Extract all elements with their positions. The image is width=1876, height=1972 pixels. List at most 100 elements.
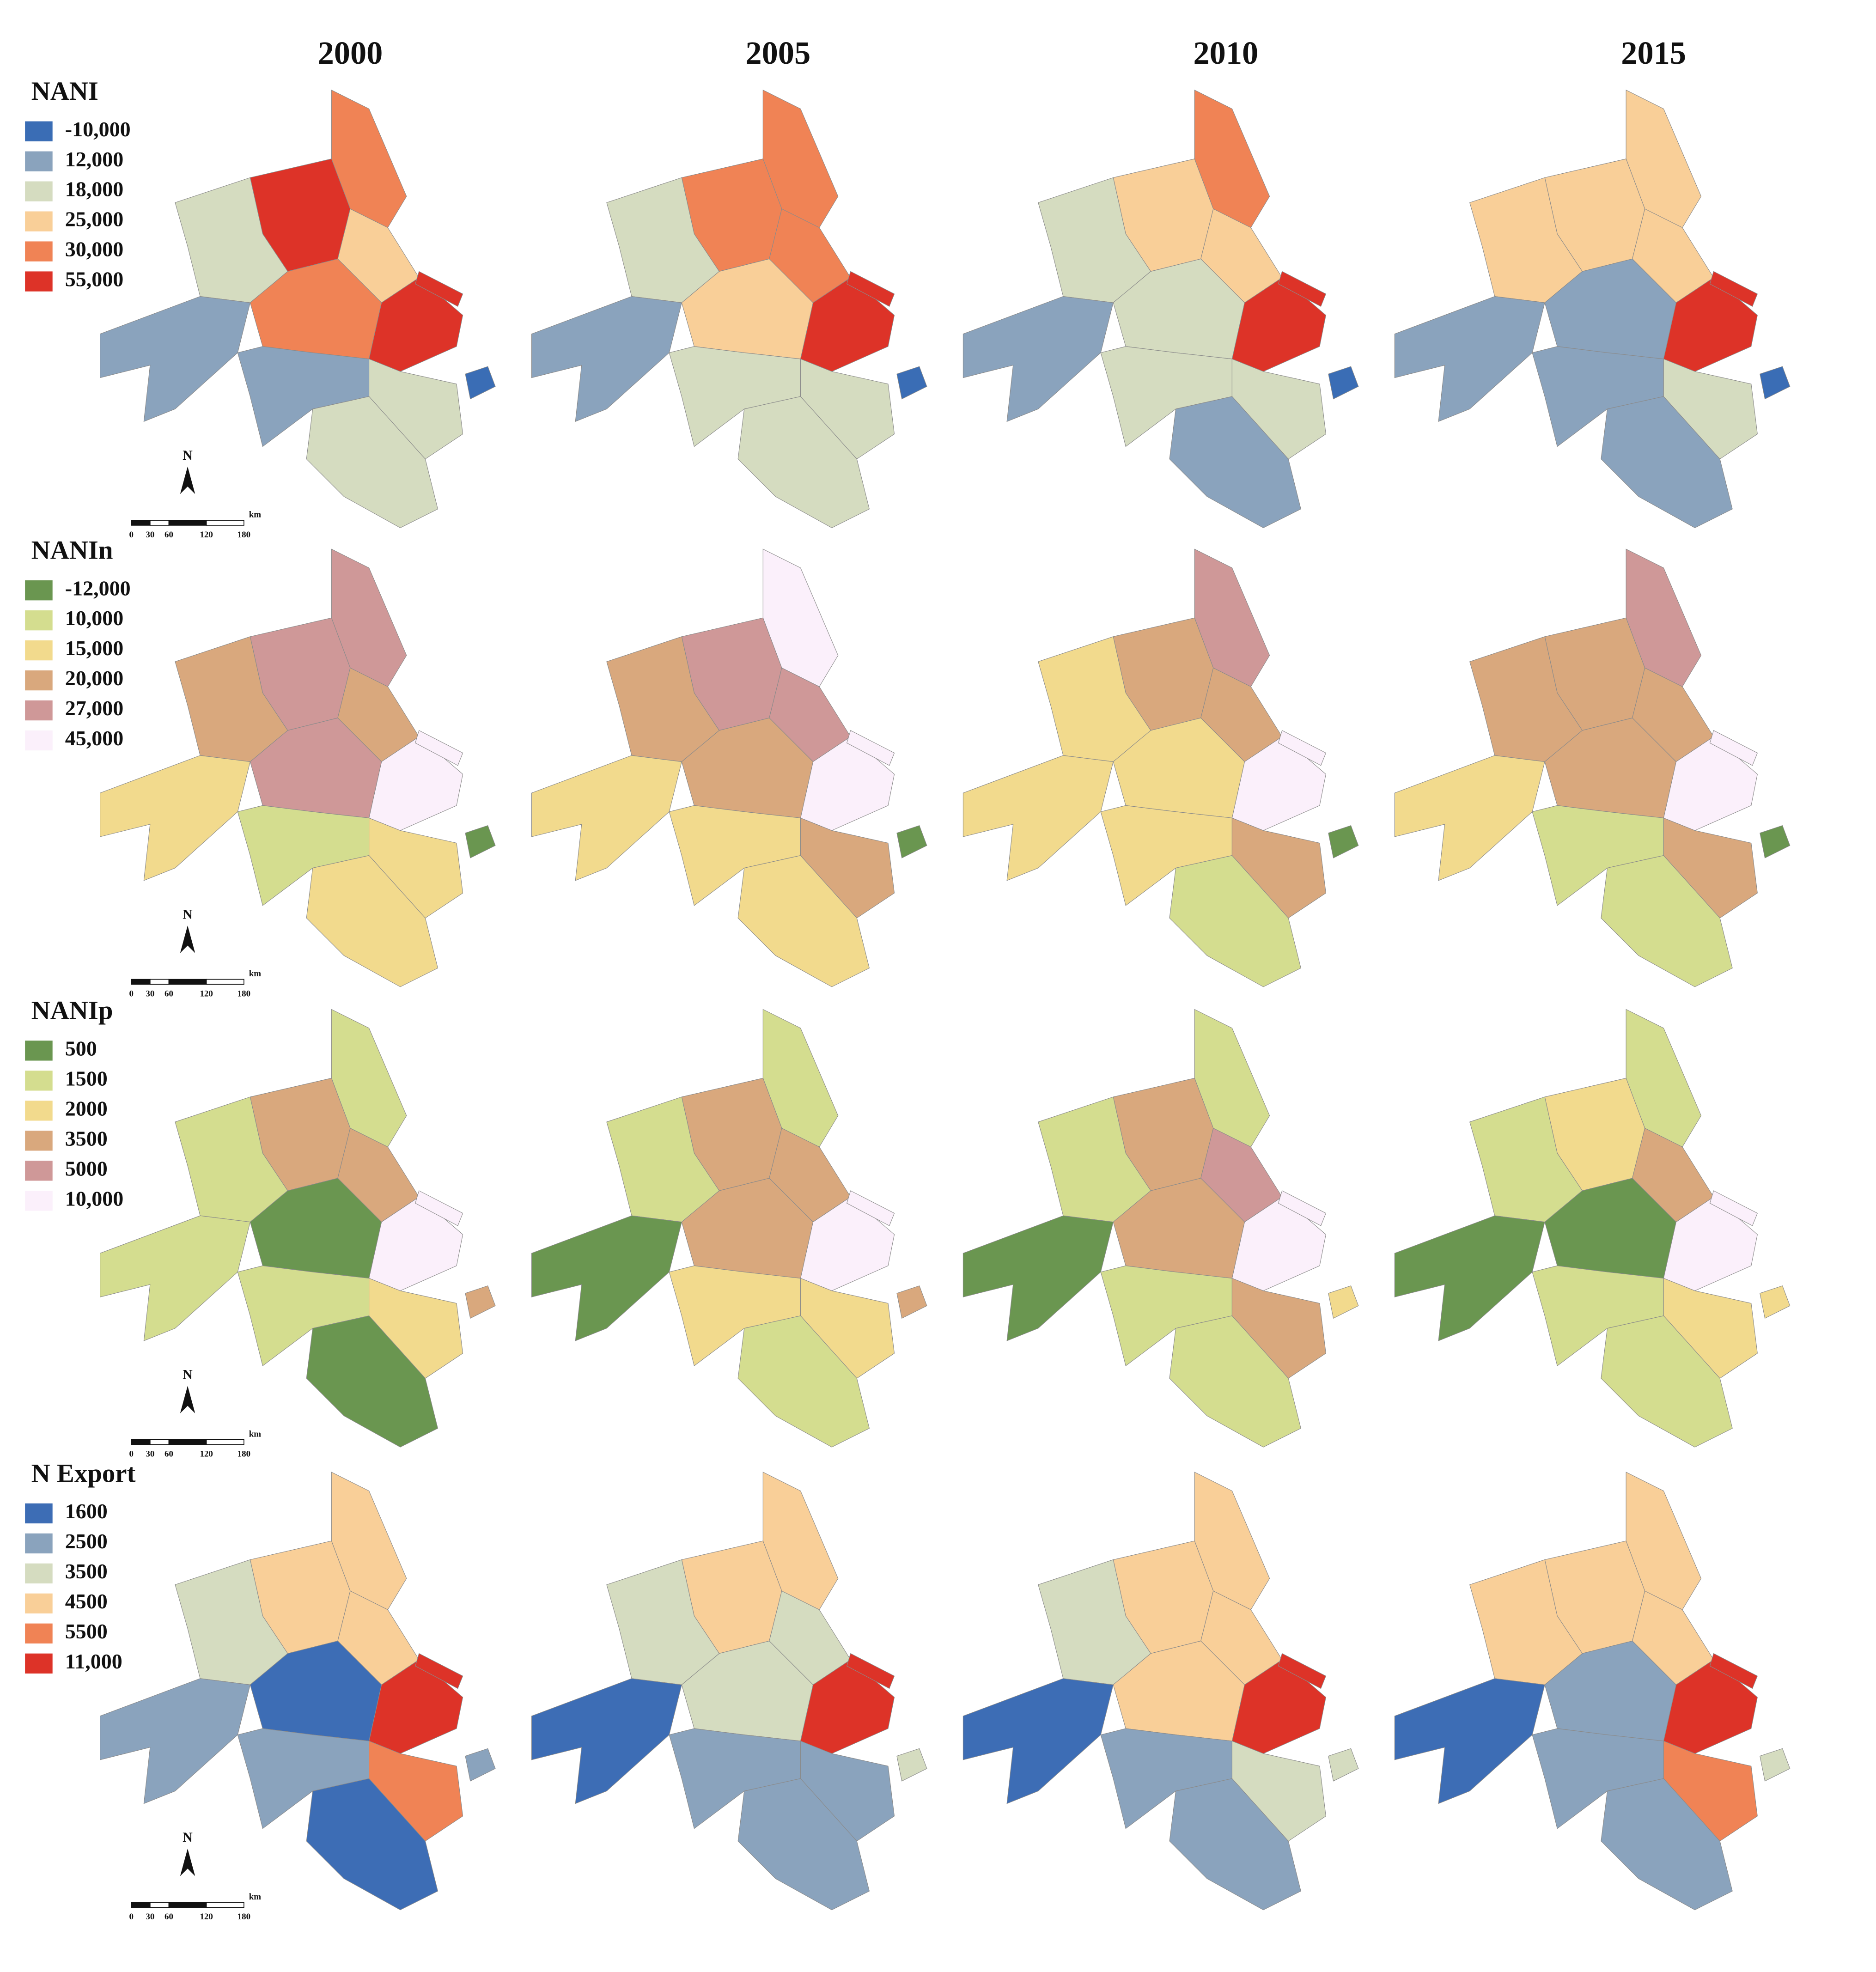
map [100, 90, 496, 528]
legend-label: 18,000 [65, 177, 124, 201]
legend-label: -12,000 [65, 576, 131, 600]
scale-tick-label: 0 [129, 1912, 134, 1922]
region [415, 271, 463, 307]
scale-bar-segment [168, 1439, 207, 1445]
figure-body: 2000 2005 2010 2015 NANI -10,000 12,000 18,000 2… [25, 35, 1791, 1922]
legend-label: 11,000 [65, 1649, 122, 1673]
legend-swatch [25, 1623, 53, 1643]
map [962, 1472, 1359, 1911]
scale-bar-segment [150, 979, 170, 985]
map [100, 1009, 496, 1448]
scale-bar-segment [131, 1439, 151, 1445]
region [1394, 296, 1545, 422]
legend-swatch [25, 1161, 53, 1181]
region [896, 1748, 927, 1782]
scale-bar-segment [168, 979, 207, 985]
map [531, 1009, 927, 1448]
scale-bar-segment [150, 1439, 170, 1445]
map [962, 90, 1359, 528]
region [962, 755, 1114, 881]
scale-bar-segment [168, 520, 207, 526]
region [896, 1285, 927, 1319]
region [306, 396, 439, 528]
region [1601, 396, 1733, 528]
scale-tick-label: 0 [129, 1449, 134, 1459]
region [465, 825, 496, 858]
region [846, 1653, 895, 1689]
region [737, 1778, 870, 1911]
region [1328, 1748, 1359, 1782]
legend-label: -10,000 [65, 117, 131, 141]
map [100, 1472, 496, 1911]
scale-bar-segment [206, 1902, 244, 1908]
scale-tick-label: 60 [164, 1912, 173, 1922]
legend-label: 3500 [65, 1559, 108, 1583]
legend-label: 12,000 [65, 147, 124, 171]
year-header: 2010 [1193, 35, 1258, 71]
map [531, 1472, 927, 1911]
north-arrow [180, 1386, 195, 1413]
legend-title: NANIp [31, 996, 113, 1025]
region [1328, 1285, 1359, 1319]
legend-swatch [25, 1533, 53, 1554]
region [1601, 855, 1733, 987]
north-label: N [183, 1367, 193, 1382]
scale-tick-label: 180 [238, 1449, 250, 1459]
legend-swatch [25, 670, 53, 691]
scale-tick-label: 30 [146, 1449, 154, 1459]
scale-tick-label: 0 [129, 989, 134, 998]
scale-bar-segment [206, 520, 244, 526]
north-label: N [183, 907, 193, 922]
scale-bar-segment [206, 1439, 244, 1445]
region [531, 755, 682, 881]
region [1601, 1778, 1733, 1911]
region [1328, 366, 1359, 400]
scale-tick-label: 120 [200, 530, 213, 540]
region [846, 730, 895, 766]
legend-swatch [25, 121, 53, 141]
map [531, 90, 927, 528]
year-header: 2015 [1621, 35, 1686, 71]
scale-tick-label: 0 [129, 530, 134, 540]
legend-swatch [25, 1593, 53, 1614]
scale-bar-segment [131, 520, 151, 526]
legend-label: 2500 [65, 1529, 108, 1553]
legend-swatch [25, 610, 53, 631]
region [1760, 366, 1791, 400]
region [1601, 1315, 1733, 1448]
scale-tick-label: 180 [238, 989, 250, 998]
legend-label: 20,000 [65, 666, 124, 690]
north-arrow [180, 925, 195, 953]
region [1394, 1215, 1545, 1341]
scale-unit: km [249, 510, 262, 520]
legend-swatch [25, 1563, 53, 1584]
legend-swatch [25, 181, 53, 201]
legend-label: 5500 [65, 1619, 108, 1643]
scale-tick-label: 180 [238, 530, 250, 540]
region [1394, 755, 1545, 881]
legend-title: N Export [31, 1459, 136, 1488]
region [896, 825, 927, 858]
scale-unit: km [249, 1429, 262, 1439]
scale-bar-segment [150, 1902, 170, 1908]
scale-unit: km [249, 969, 262, 979]
region [1278, 271, 1327, 307]
scale-bar-segment [206, 979, 244, 985]
north-arrow [180, 1848, 195, 1876]
map [962, 1009, 1359, 1448]
legend-swatch [25, 1101, 53, 1121]
region [1709, 730, 1758, 766]
region [1394, 1678, 1545, 1804]
region [1278, 1190, 1327, 1226]
north-arrow [180, 466, 195, 494]
legend-label: 2000 [65, 1096, 108, 1120]
year-header: 2000 [318, 35, 383, 71]
scale-tick-label: 60 [164, 989, 173, 998]
legend-swatch [25, 700, 53, 721]
map [531, 548, 927, 987]
region [465, 366, 496, 400]
region [1278, 730, 1327, 766]
legend-title: NANIn [31, 536, 113, 565]
region [737, 855, 870, 987]
legend-label: 500 [65, 1036, 97, 1060]
